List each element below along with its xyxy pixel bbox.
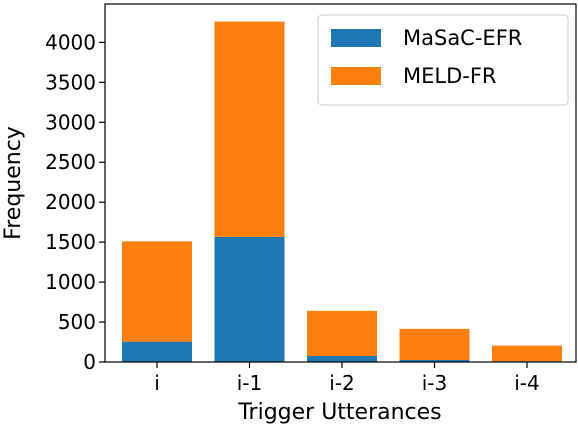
bar-masac-efr-i-1 [214,236,285,362]
legend: MaSaC-EFR MELD-FR [317,14,569,106]
bar-meld-fr-i [122,241,192,342]
x-tick-label-i: i [154,371,160,395]
legend-swatch-masac-efr [331,29,381,47]
x-tick-label-i-3: i-3 [422,371,448,395]
plot-frame [104,3,577,363]
bar-masac-efr-i-2 [307,356,377,362]
y-tick-label-500: 500 [58,310,96,334]
legend-label-meld-fr: MELD-FR [403,64,497,88]
y-tick-label-0: 0 [83,350,96,374]
x-tick-label-i-2: i-2 [329,371,355,395]
bar-masac-efr-i-3 [399,360,470,362]
bar-meld-fr-i-2 [307,310,377,357]
y-tick-label-1500: 1500 [45,230,96,254]
bar-meld-fr-i-4 [492,345,562,362]
y-axis: 0 500 1000 1500 2000 2500 3000 3500 4000 [45,30,105,374]
y-tick-label-3000: 3000 [45,110,96,134]
bar-meld-fr-i-1 [214,21,285,237]
bar-masac-efr-i [122,341,192,362]
y-axis-label: Frequency [1,126,26,240]
bar-meld-fr-i-3 [399,328,470,361]
x-axis: i i-1 i-2 i-3 i-4 [154,362,540,395]
y-tick-label-2000: 2000 [45,190,96,214]
y-tick-label-4000: 4000 [45,30,96,54]
y-tick-label-3500: 3500 [45,70,96,94]
x-tick-label-i-4: i-4 [514,371,540,395]
legend-label-masac-efr: MaSaC-EFR [403,26,522,50]
x-axis-label: Trigger Utterances [237,400,441,425]
legend-swatch-meld-fr [331,67,381,85]
x-tick-label-i-1: i-1 [237,371,263,395]
y-tick-label-1000: 1000 [45,270,96,294]
bars-group [122,21,562,362]
y-tick-label-2500: 2500 [45,150,96,174]
